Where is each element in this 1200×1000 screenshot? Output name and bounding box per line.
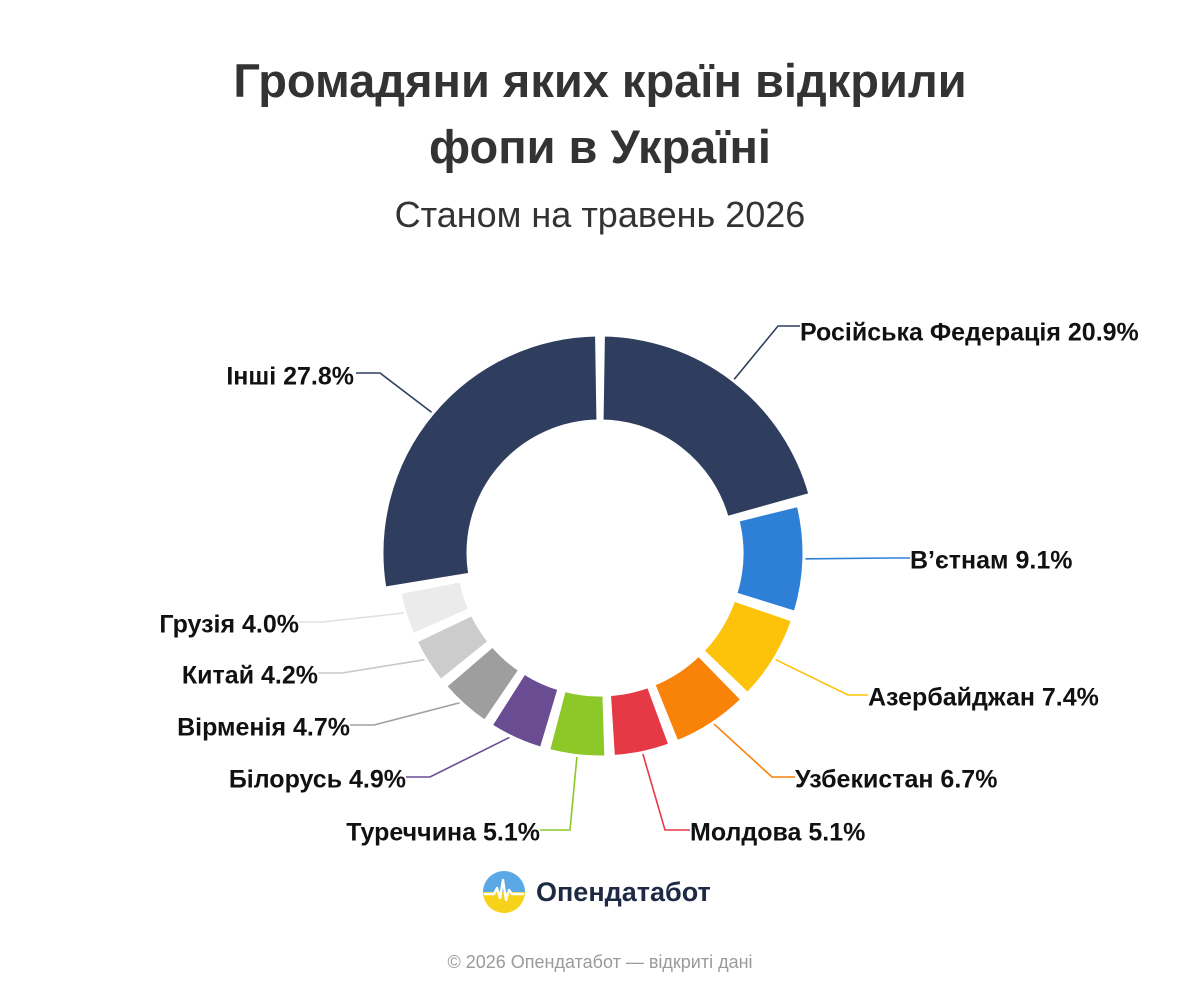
slice-label: Китай 4.2% bbox=[182, 662, 318, 690]
leader-line bbox=[299, 611, 412, 623]
slice-label: В’єтнам 9.1% bbox=[910, 547, 1072, 575]
slice-label: Азербайджан 7.4% bbox=[868, 684, 1099, 712]
donut-slice bbox=[398, 579, 472, 637]
slice-label: Грузія 4.0% bbox=[159, 611, 299, 639]
donut-slice bbox=[489, 671, 561, 750]
leader-line bbox=[318, 657, 433, 674]
opendatabot-logo-icon bbox=[483, 871, 525, 913]
donut-slice bbox=[414, 613, 491, 683]
slice-label: Молдова 5.1% bbox=[690, 819, 865, 847]
slice-labels: Російська Федерація 20.9% В’єтнам 9.1% Азе… bbox=[159, 319, 1138, 847]
donut-slice bbox=[734, 503, 806, 614]
leader-line bbox=[350, 699, 469, 726]
leader-line bbox=[707, 718, 795, 778]
slice-label: Російська Федерація 20.9% bbox=[800, 319, 1139, 347]
donut-slice bbox=[652, 653, 744, 744]
leader-line bbox=[540, 749, 579, 831]
chart-title-line-1: Громадяни яких країн відкрили bbox=[233, 54, 967, 107]
donut-slice bbox=[600, 333, 812, 520]
footer-copyright: © 2026 Опендатабот — відкриті дані bbox=[447, 952, 753, 972]
donut-slice bbox=[607, 684, 672, 759]
donut-slice bbox=[380, 333, 600, 590]
brand: Опендатабот bbox=[482, 868, 711, 916]
chart-subtitle: Станом на травень 2026 bbox=[394, 194, 806, 235]
slice-label: Узбекистан 6.7% bbox=[795, 766, 997, 794]
leader-line bbox=[797, 557, 910, 560]
donut-slices bbox=[380, 333, 812, 759]
slice-label: Білорусь 4.9% bbox=[229, 766, 406, 794]
donut-slice bbox=[444, 644, 522, 723]
leader-line bbox=[640, 746, 690, 831]
leader-line bbox=[406, 732, 519, 778]
chart-title: Громадяни яких країн відкрили фопи в Укр… bbox=[0, 48, 1200, 180]
slice-label: Інші 27.8% bbox=[226, 363, 354, 391]
slice-label: Вірменія 4.7% bbox=[177, 714, 350, 742]
donut-slice bbox=[547, 688, 608, 759]
leader-lines bbox=[299, 325, 910, 831]
leader-line bbox=[356, 372, 435, 416]
brand-name: Опендатабот bbox=[536, 876, 711, 907]
donut-slice bbox=[701, 598, 795, 696]
chart-title-line-2: фопи в Україні bbox=[429, 120, 771, 173]
leader-line bbox=[731, 325, 800, 383]
slice-label: Туреччина 5.1% bbox=[346, 819, 540, 847]
leader-line bbox=[768, 655, 868, 696]
